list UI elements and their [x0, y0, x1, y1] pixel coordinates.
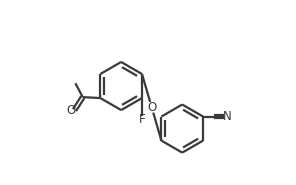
Text: N: N: [223, 110, 232, 123]
Text: F: F: [139, 113, 145, 126]
Text: O: O: [67, 104, 76, 117]
Text: O: O: [147, 101, 156, 114]
